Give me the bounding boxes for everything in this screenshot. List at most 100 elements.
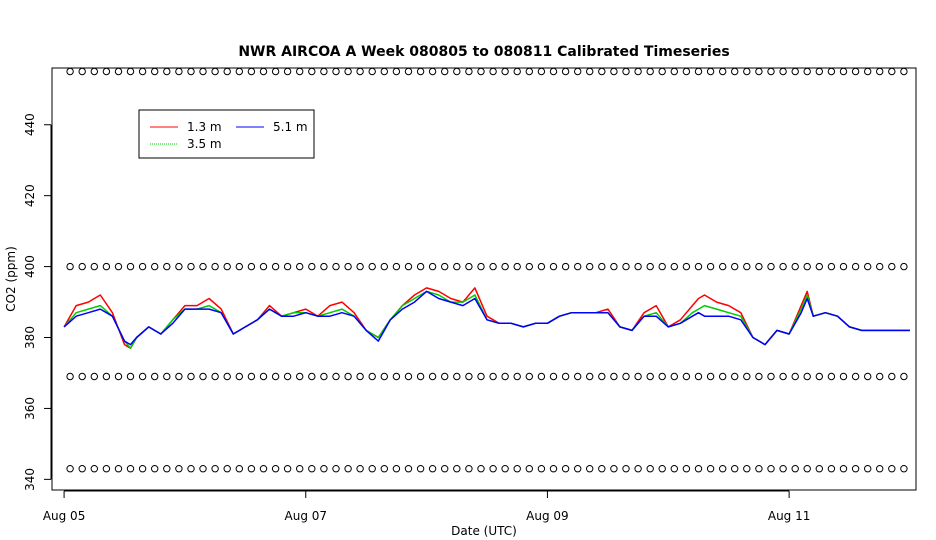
calibration-marker	[368, 67, 376, 76]
calibration-marker	[755, 262, 763, 271]
calibration-marker	[706, 372, 715, 381]
calibration-marker	[561, 67, 570, 76]
calibration-marker	[694, 372, 703, 381]
calibration-marker	[900, 67, 908, 76]
calibration-marker	[296, 67, 304, 76]
calibration-marker	[465, 465, 473, 473]
calibration-marker	[610, 372, 618, 381]
calibration-marker	[598, 465, 606, 473]
calibration-marker	[332, 372, 340, 381]
calibration-marker	[368, 465, 376, 473]
calibration-marker	[876, 465, 884, 473]
calibration-marker	[549, 67, 558, 76]
calibration-marker	[223, 465, 231, 473]
calibration-marker	[356, 262, 364, 271]
calibration-marker	[428, 67, 437, 76]
calibration-marker	[622, 465, 630, 473]
calibration-marker	[356, 465, 364, 473]
calibration-marker	[453, 372, 461, 381]
calibration-marker	[634, 67, 642, 76]
calibration-marker	[743, 262, 751, 271]
calibration-marker	[126, 372, 135, 381]
calibration-marker	[839, 465, 848, 473]
calibration-marker	[259, 67, 268, 76]
calibration-marker	[622, 262, 630, 271]
calibration-marker	[453, 465, 461, 473]
calibration-marker	[719, 465, 727, 473]
calibration-marker	[392, 262, 401, 271]
calibration-marker	[90, 372, 99, 381]
calibration-marker	[223, 67, 231, 76]
calibration-marker	[779, 465, 787, 473]
calibration-marker	[308, 67, 316, 76]
calibration-marker	[163, 372, 171, 381]
calibration-marker	[332, 465, 340, 473]
calibration-marker	[694, 465, 703, 473]
calibration-marker	[163, 67, 171, 76]
calibration-marker	[634, 372, 642, 381]
calibration-marker	[235, 262, 244, 271]
y-tick-label: 440	[23, 113, 37, 136]
x-tick-label: Aug 07	[285, 509, 328, 523]
calibration-marker	[102, 67, 111, 76]
calibration-marker	[441, 372, 449, 381]
y-tick-label: 360	[23, 397, 37, 420]
calibration-marker	[308, 262, 316, 271]
calibration-marker	[670, 262, 678, 271]
calibration-marker	[126, 67, 135, 76]
calibration-marker	[574, 465, 582, 473]
calibration-marker	[187, 67, 195, 76]
series-layer	[63, 287, 910, 349]
calibration-marker	[126, 262, 135, 271]
calibration-marker	[199, 262, 207, 271]
calibration-marker	[114, 372, 123, 381]
calibration-marker	[634, 465, 642, 473]
calibration-marker	[537, 465, 546, 473]
calibration-marker	[163, 262, 171, 271]
calibration-marker	[827, 372, 836, 381]
calibration-marker	[561, 262, 570, 271]
calibration-marker	[755, 372, 763, 381]
y-axis-label: CO2 (ppm)	[4, 246, 18, 312]
calibration-marker	[404, 465, 413, 473]
calibration-marker	[719, 67, 727, 76]
calibration-marker	[900, 372, 908, 381]
calibration-marker	[900, 465, 908, 473]
calibration-marker	[78, 262, 86, 271]
calibration-marker	[646, 67, 654, 76]
calibration-marker	[223, 372, 231, 381]
calibration-marker	[126, 465, 135, 473]
calibration-marker	[658, 372, 666, 381]
calibration-marker	[78, 465, 86, 473]
legend-box	[138, 109, 315, 159]
calibration-marker	[441, 67, 449, 76]
calibration-marker	[114, 262, 123, 271]
calibration-marker	[622, 67, 630, 76]
calibration-marker	[416, 262, 425, 271]
calibration-marker	[283, 465, 292, 473]
calibration-marker	[416, 67, 425, 76]
calibration-marker	[682, 262, 691, 271]
calibration-marker	[441, 465, 449, 473]
calibration-marker	[646, 465, 654, 473]
calibration-marker	[308, 372, 316, 381]
calibration-marker	[743, 465, 751, 473]
calibration-marker	[779, 262, 787, 271]
y-tick-label: 340	[23, 468, 37, 491]
calibration-marker	[658, 262, 666, 271]
y-tick-label: 380	[23, 326, 37, 349]
calibration-marker	[138, 465, 147, 473]
calibration-marker	[839, 372, 848, 381]
calibration-marker	[66, 262, 74, 271]
calibration-marker	[864, 67, 872, 76]
calibration-marker	[815, 372, 823, 381]
calibration-marker	[803, 372, 811, 381]
calibration-marker	[199, 67, 207, 76]
calibration-marker	[815, 67, 823, 76]
calibration-marker	[344, 465, 352, 473]
calibration-marker	[682, 67, 691, 76]
calibration-marker	[610, 465, 618, 473]
calibration-marker	[175, 67, 183, 76]
calibration-marker	[731, 262, 739, 271]
calibration-marker	[320, 262, 328, 271]
